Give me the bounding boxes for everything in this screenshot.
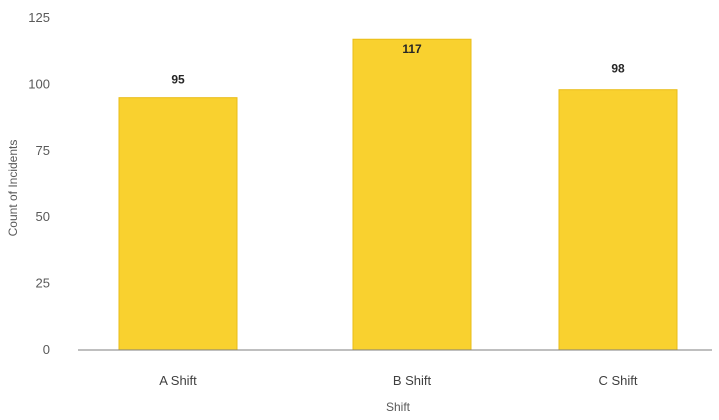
x-tick-label-c-shift: C Shift [598, 373, 637, 388]
bar-b-shift [352, 38, 472, 351]
y-tick-label-25: 25 [36, 276, 50, 291]
x-axis-ticks: A Shift B Shift C Shift [159, 373, 638, 388]
y-tick-label-0: 0 [43, 342, 50, 357]
y-tick-label-100: 100 [28, 76, 50, 91]
y-tick-label-50: 50 [36, 209, 50, 224]
y-tick-label-75: 75 [36, 143, 50, 158]
x-axis-title: Shift [386, 400, 411, 414]
bar-series [118, 38, 678, 351]
y-tick-label-125: 125 [28, 10, 50, 25]
x-tick-label-b-shift: B Shift [393, 373, 432, 388]
data-label-b-shift: 117 [402, 42, 422, 56]
data-label-c-shift: 98 [611, 62, 625, 76]
y-axis-title: Count of Incidents [6, 140, 20, 237]
data-label-a-shift: 95 [171, 73, 185, 87]
data-labels: 95 117 98 [171, 42, 625, 86]
bar-a-shift [118, 97, 238, 351]
y-axis-ticks: 0 25 50 75 100 125 [28, 10, 50, 357]
bar-c-shift [558, 89, 678, 351]
x-tick-label-a-shift: A Shift [159, 373, 197, 388]
